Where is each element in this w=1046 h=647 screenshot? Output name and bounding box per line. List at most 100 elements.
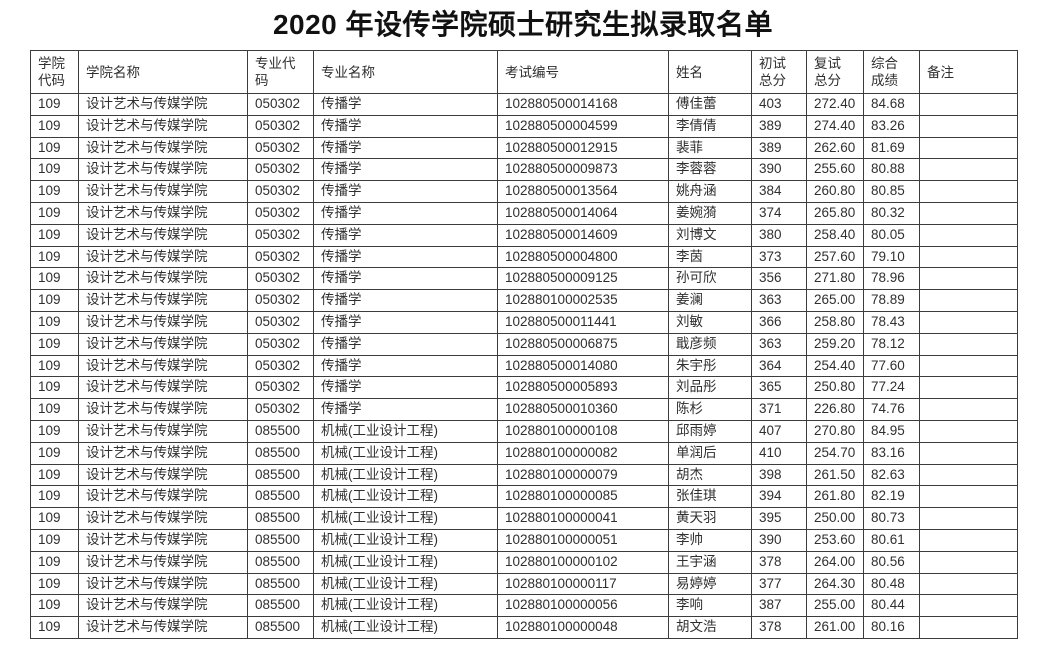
table-row: 109 设计艺术与传媒学院 050302 传播学 102880500014609 刘博文 3… (30, 223, 1018, 247)
cell-overall_score: 77.60 (863, 354, 920, 378)
cell-major_code: 050302 (247, 223, 314, 247)
table-body: 109 设计艺术与传媒学院 050302 传播学 102880500014168 傅佳蕾 4… (30, 93, 1018, 639)
cell-exam_id: 102880500005893 (497, 376, 669, 400)
cell-remarks (919, 507, 1018, 530)
cell-exam_id: 102880100000079 (497, 463, 669, 487)
table-row: 109 设计艺术与传媒学院 050302 传播学 102880500006875 戢彦频 3… (30, 332, 1018, 356)
table-row: 109 设计艺术与传媒学院 050302 传播学 102880500012915 裴菲 38… (30, 136, 1018, 160)
cell-initial_score: 366 (751, 310, 807, 334)
table-row: 109 设计艺术与传媒学院 050302 传播学 102880500005893 刘品彤 3… (30, 376, 1018, 400)
cell-major_name: 机械(工业设计工程) (313, 419, 498, 443)
column-header-college_code: 学院 代码 (30, 50, 79, 94)
cell-college_code: 109 (30, 572, 79, 596)
cell-exam_id: 102880500014609 (497, 223, 669, 247)
cell-initial_score: 378 (751, 616, 807, 639)
cell-major_name: 机械(工业设计工程) (313, 485, 498, 509)
cell-overall_score: 78.89 (863, 289, 920, 312)
cell-remarks (919, 376, 1018, 400)
cell-major_name: 传播学 (313, 201, 498, 225)
cell-name: 刘品彤 (668, 376, 752, 400)
cell-remarks (919, 398, 1018, 421)
table-header-row: 学院 代码 学院名称 专业代 码专业名称 考试编号 姓名 初试 总分 复试 总分 综合 成绩备… (30, 50, 1018, 94)
cell-retest_score: 264.00 (806, 550, 864, 574)
cell-exam_id: 102880500011441 (497, 310, 669, 334)
cell-retest_score: 255.60 (806, 158, 864, 182)
cell-college_code: 109 (30, 245, 79, 269)
cell-major_code: 050302 (247, 180, 314, 203)
column-header-major_code: 专业代 码 (247, 50, 314, 94)
cell-major_name: 机械(工业设计工程) (313, 463, 498, 487)
cell-college_name: 设计艺术与传媒学院 (78, 616, 248, 639)
cell-remarks (919, 289, 1018, 312)
cell-initial_score: 389 (751, 114, 807, 138)
cell-initial_score: 364 (751, 354, 807, 378)
cell-exam_id: 102880100000051 (497, 528, 669, 552)
cell-major_code: 050302 (247, 201, 314, 225)
cell-major_name: 机械(工业设计工程) (313, 528, 498, 552)
table-row: 109 设计艺术与传媒学院 085500 机械(工业设计工程) 102880100000… (30, 463, 1018, 487)
cell-initial_score: 410 (751, 441, 807, 465)
cell-college_name: 设计艺术与传媒学院 (78, 136, 248, 160)
cell-college_name: 设计艺术与传媒学院 (78, 398, 248, 421)
table-row: 109 设计艺术与传媒学院 085500 机械(工业设计工程) 102880100000… (30, 441, 1018, 465)
cell-remarks (919, 594, 1018, 618)
cell-exam_id: 102880100000056 (497, 594, 669, 618)
cell-overall_score: 78.96 (863, 267, 920, 291)
cell-exam_id: 102880100000085 (497, 485, 669, 509)
cell-name: 朱宇彤 (668, 354, 752, 378)
cell-college_name: 设计艺术与传媒学院 (78, 550, 248, 574)
cell-major_code: 050302 (247, 376, 314, 400)
cell-retest_score: 261.80 (806, 485, 864, 509)
cell-retest_score: 265.00 (806, 289, 864, 312)
cell-college_name: 设计艺术与传媒学院 (78, 572, 248, 596)
table-row: 109 设计艺术与传媒学院 085500 机械(工业设计工程) 102880100000… (30, 572, 1018, 596)
cell-initial_score: 365 (751, 376, 807, 400)
cell-college_name: 设计艺术与传媒学院 (78, 201, 248, 225)
table-row: 109 设计艺术与传媒学院 050302 传播学 102880500009873 李蓉蓉 3… (30, 158, 1018, 182)
cell-college_name: 设计艺术与传媒学院 (78, 441, 248, 465)
cell-college_code: 109 (30, 267, 79, 291)
cell-name: 胡杰 (668, 463, 752, 487)
cell-college_name: 设计艺术与传媒学院 (78, 332, 248, 356)
cell-remarks (919, 463, 1018, 487)
cell-major_code: 050302 (247, 158, 314, 182)
cell-remarks (919, 332, 1018, 356)
cell-retest_score: 250.80 (806, 376, 864, 400)
cell-remarks (919, 616, 1018, 639)
cell-retest_score: 271.80 (806, 267, 864, 291)
cell-college_code: 109 (30, 289, 79, 312)
cell-overall_score: 80.05 (863, 223, 920, 247)
cell-college_code: 109 (30, 616, 79, 639)
cell-remarks (919, 550, 1018, 574)
cell-major_name: 传播学 (313, 158, 498, 182)
column-header-retest_score: 复试 总分 (806, 50, 864, 94)
table-row: 109 设计艺术与传媒学院 085500 机械(工业设计工程) 102880100000… (30, 616, 1018, 639)
cell-college_code: 109 (30, 136, 79, 160)
cell-initial_score: 390 (751, 528, 807, 552)
cell-remarks (919, 528, 1018, 552)
cell-overall_score: 84.95 (863, 419, 920, 443)
cell-initial_score: 380 (751, 223, 807, 247)
cell-college_name: 设计艺术与传媒学院 (78, 376, 248, 400)
cell-remarks (919, 158, 1018, 182)
cell-retest_score: 250.00 (806, 507, 864, 530)
cell-major_code: 085500 (247, 485, 314, 509)
cell-name: 裴菲 (668, 136, 752, 160)
cell-name: 李茵 (668, 245, 752, 269)
cell-major_code: 085500 (247, 419, 314, 443)
cell-overall_score: 81.69 (863, 136, 920, 160)
cell-exam_id: 102880500010360 (497, 398, 669, 421)
cell-exam_id: 102880500014064 (497, 201, 669, 225)
cell-exam_id: 102880500004800 (497, 245, 669, 269)
cell-college_name: 设计艺术与传媒学院 (78, 114, 248, 138)
cell-college_code: 109 (30, 550, 79, 574)
cell-retest_score: 272.40 (806, 93, 864, 116)
cell-major_name: 机械(工业设计工程) (313, 594, 498, 618)
cell-college_name: 设计艺术与传媒学院 (78, 507, 248, 530)
cell-major_code: 050302 (247, 93, 314, 116)
column-header-remarks: 备注 (919, 50, 1018, 94)
cell-remarks (919, 180, 1018, 203)
column-header-initial_score: 初试 总分 (751, 50, 807, 94)
cell-major_code: 050302 (247, 245, 314, 269)
table-row: 109 设计艺术与传媒学院 085500 机械(工业设计工程) 102880100000… (30, 419, 1018, 443)
